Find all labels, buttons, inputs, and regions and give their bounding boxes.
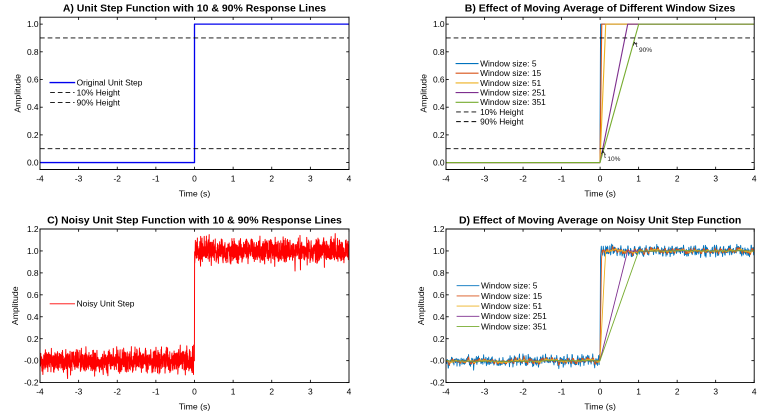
svg-text:Window size: 251: Window size: 251	[481, 311, 547, 321]
svg-text:-1: -1	[558, 387, 566, 397]
svg-text:0.6: 0.6	[433, 290, 445, 300]
svg-text:Amplitude: Amplitude	[10, 286, 20, 325]
svg-text:0.8: 0.8	[27, 47, 39, 57]
svg-text:Window size: 51: Window size: 51	[480, 78, 541, 88]
svg-text:-3: -3	[481, 387, 489, 397]
svg-text:C) Noisy Unit Step Function wi: C) Noisy Unit Step Function with 10 & 90…	[47, 215, 342, 226]
svg-text:0.6: 0.6	[27, 75, 39, 85]
svg-text:0.6: 0.6	[27, 290, 39, 300]
svg-text:0.6: 0.6	[433, 75, 445, 85]
svg-text:0.2: 0.2	[27, 130, 39, 140]
svg-text:2: 2	[675, 173, 680, 183]
svg-text:10%: 10%	[607, 156, 620, 163]
svg-text:B) Effect of Moving Average of: B) Effect of Moving Average of Different…	[465, 4, 736, 15]
svg-text:1: 1	[636, 387, 641, 397]
svg-text:A) Unit Step Function with 10: A) Unit Step Function with 10 & 90% Resp…	[63, 4, 326, 15]
svg-text:Time (s): Time (s)	[584, 188, 616, 198]
svg-text:0.0: 0.0	[433, 158, 445, 168]
svg-text:10% Height: 10% Height	[480, 107, 524, 117]
svg-text:-0.0: -0.0	[24, 356, 39, 366]
svg-text:Window size: 5: Window size: 5	[481, 281, 538, 291]
svg-text:0.8: 0.8	[433, 47, 445, 57]
svg-text:-0.0: -0.0	[430, 356, 445, 366]
svg-text:0: 0	[598, 387, 603, 397]
svg-text:2: 2	[269, 387, 274, 397]
svg-text:Window size: 15: Window size: 15	[480, 68, 541, 78]
svg-text:-2: -2	[114, 387, 122, 397]
svg-text:1.0: 1.0	[433, 246, 445, 256]
svg-text:1.2: 1.2	[433, 224, 445, 234]
svg-text:-2: -2	[519, 173, 527, 183]
svg-text:-4: -4	[442, 173, 450, 183]
svg-text:3: 3	[713, 387, 718, 397]
svg-text:Window size: 251: Window size: 251	[480, 88, 546, 98]
svg-text:0.4: 0.4	[27, 312, 39, 322]
svg-text:4: 4	[752, 387, 757, 397]
svg-text:1: 1	[636, 173, 641, 183]
svg-text:0: 0	[192, 387, 197, 397]
svg-text:-1: -1	[152, 173, 160, 183]
svg-text:0.2: 0.2	[433, 334, 445, 344]
svg-text:t: t	[636, 41, 638, 49]
svg-text:0.2: 0.2	[433, 130, 445, 140]
svg-text:4: 4	[752, 173, 757, 183]
svg-text:1.2: 1.2	[27, 224, 39, 234]
svg-text:Original Unit Step: Original Unit Step	[77, 78, 143, 88]
svg-text:-1: -1	[558, 173, 566, 183]
svg-text:Window size: 5: Window size: 5	[480, 58, 537, 68]
svg-text:3: 3	[713, 173, 718, 183]
svg-text:10% Height: 10% Height	[77, 88, 121, 98]
svg-text:2: 2	[269, 173, 274, 183]
svg-text:0.4: 0.4	[433, 102, 445, 112]
svg-text:-1: -1	[152, 387, 160, 397]
svg-text:-4: -4	[442, 387, 450, 397]
svg-text:0.8: 0.8	[433, 268, 445, 278]
svg-text:t: t	[604, 152, 606, 160]
svg-text:0.4: 0.4	[433, 312, 445, 322]
svg-text:-4: -4	[36, 387, 44, 397]
svg-text:Time (s): Time (s)	[584, 402, 616, 412]
svg-text:Window size: 351: Window size: 351	[480, 97, 546, 107]
svg-text:4: 4	[347, 387, 352, 397]
svg-text:0: 0	[598, 173, 603, 183]
svg-text:-4: -4	[36, 173, 44, 183]
svg-text:-0.2: -0.2	[24, 378, 39, 388]
svg-text:3: 3	[308, 387, 313, 397]
svg-text:90%: 90%	[639, 47, 652, 54]
svg-text:Amplitude: Amplitude	[13, 74, 23, 113]
svg-text:1: 1	[231, 173, 236, 183]
svg-text:Window size: 351: Window size: 351	[481, 321, 547, 331]
svg-text:90% Height: 90% Height	[77, 98, 121, 108]
svg-text:-0.2: -0.2	[430, 378, 445, 388]
svg-text:0: 0	[192, 173, 197, 183]
svg-text:0.4: 0.4	[27, 102, 39, 112]
svg-text:Amplitude: Amplitude	[416, 286, 426, 325]
svg-text:-3: -3	[481, 173, 489, 183]
svg-text:Window size: 15: Window size: 15	[481, 291, 542, 301]
svg-text:3: 3	[308, 173, 313, 183]
svg-text:Noisy Unit Step: Noisy Unit Step	[77, 299, 135, 309]
svg-text:0.2: 0.2	[27, 334, 39, 344]
svg-text:Time (s): Time (s)	[179, 402, 211, 412]
svg-text:Time (s): Time (s)	[179, 188, 211, 198]
svg-text:-2: -2	[114, 173, 122, 183]
svg-text:-3: -3	[75, 173, 83, 183]
svg-text:Window size: 51: Window size: 51	[481, 301, 542, 311]
svg-text:1: 1	[231, 387, 236, 397]
svg-text:90% Height: 90% Height	[480, 117, 524, 127]
svg-text:1.0: 1.0	[433, 19, 445, 29]
svg-text:-2: -2	[519, 387, 527, 397]
svg-text:0.0: 0.0	[27, 158, 39, 168]
svg-text:1.0: 1.0	[27, 246, 39, 256]
svg-text:D) Effect of Moving Average on: D) Effect of Moving Average on Noisy Uni…	[459, 215, 741, 226]
svg-text:Amplitude: Amplitude	[419, 74, 429, 113]
svg-text:1.0: 1.0	[27, 19, 39, 29]
svg-text:0.8: 0.8	[27, 268, 39, 278]
svg-text:4: 4	[347, 173, 352, 183]
svg-text:2: 2	[675, 387, 680, 397]
svg-text:-3: -3	[75, 387, 83, 397]
